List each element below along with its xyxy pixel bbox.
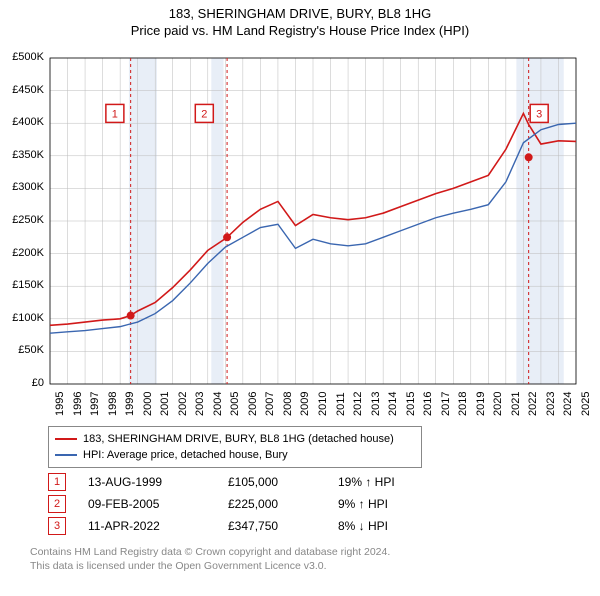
- legend-label-1: 183, SHERINGHAM DRIVE, BURY, BL8 1HG (de…: [83, 433, 394, 445]
- x-tick-label: 2019: [475, 392, 487, 416]
- x-tick-label: 2000: [142, 392, 154, 416]
- y-tick-label: £200K: [4, 247, 44, 259]
- x-tick-label: 2006: [247, 392, 259, 416]
- table-row: 3 11-APR-2022£347,7508% ↓ HPI: [48, 515, 458, 537]
- x-tick-label: 2021: [510, 392, 522, 416]
- event-price: £225,000: [228, 497, 338, 511]
- y-tick-label: £300K: [4, 181, 44, 193]
- x-tick-label: 2023: [545, 392, 557, 416]
- chart-svg: 1 2 3: [48, 56, 578, 386]
- chart-plot-area: 1 2 3: [48, 56, 578, 386]
- y-tick-label: £100K: [4, 312, 44, 324]
- table-row: 1 13-AUG-1999£105,00019% ↑ HPI: [48, 471, 458, 493]
- event-price: £347,750: [228, 519, 338, 533]
- x-tick-label: 2005: [229, 392, 241, 416]
- event-hpi: 19% ↑ HPI: [338, 475, 458, 489]
- x-tick-label: 2004: [212, 392, 224, 416]
- x-tick-label: 2017: [440, 392, 452, 416]
- y-tick-label: £500K: [4, 51, 44, 63]
- x-tick-label: 1996: [72, 392, 84, 416]
- chart-title-line1: 183, SHERINGHAM DRIVE, BURY, BL8 1HG: [0, 6, 600, 21]
- event-marker-1: 1: [48, 473, 66, 491]
- x-tick-label: 2016: [422, 392, 434, 416]
- x-tick-label: 2011: [335, 392, 347, 416]
- svg-text:3: 3: [536, 108, 542, 120]
- x-tick-label: 2014: [387, 392, 399, 416]
- x-tick-label: 2013: [370, 392, 382, 416]
- footer-attribution: Contains HM Land Registry data © Crown c…: [30, 546, 390, 573]
- y-tick-label: £450K: [4, 84, 44, 96]
- x-tick-label: 2018: [457, 392, 469, 416]
- y-tick-label: £150K: [4, 279, 44, 291]
- x-tick-label: 1997: [89, 392, 101, 416]
- table-row: 2 09-FEB-2005£225,0009% ↑ HPI: [48, 493, 458, 515]
- y-tick-label: £50K: [4, 344, 44, 356]
- x-tick-label: 2012: [352, 392, 364, 416]
- footer-line-1: Contains HM Land Registry data © Crown c…: [30, 546, 390, 560]
- x-tick-label: 2002: [177, 392, 189, 416]
- y-tick-label: £250K: [4, 214, 44, 226]
- x-tick-label: 1999: [124, 392, 136, 416]
- x-tick-label: 2015: [405, 392, 417, 416]
- event-hpi: 8% ↓ HPI: [338, 519, 458, 533]
- x-tick-label: 2025: [580, 392, 592, 416]
- event-date: 11-APR-2022: [88, 519, 228, 533]
- svg-text:2: 2: [201, 108, 207, 120]
- x-tick-label: 2020: [492, 392, 504, 416]
- chart-container: 183, SHERINGHAM DRIVE, BURY, BL8 1HG Pri…: [0, 6, 600, 596]
- event-date: 09-FEB-2005: [88, 497, 228, 511]
- legend-swatch-1: [55, 438, 77, 440]
- x-tick-label: 1998: [107, 392, 119, 416]
- event-marker-2: 2: [48, 495, 66, 513]
- x-tick-label: 1995: [54, 392, 66, 416]
- y-tick-label: £0: [4, 377, 44, 389]
- x-tick-label: 2003: [194, 392, 206, 416]
- x-tick-label: 2010: [317, 392, 329, 416]
- x-tick-label: 2024: [562, 392, 574, 416]
- legend-row-1: 183, SHERINGHAM DRIVE, BURY, BL8 1HG (de…: [55, 431, 415, 447]
- events-table: 1 13-AUG-1999£105,00019% ↑ HPI 2 09-FEB-200…: [48, 471, 458, 537]
- legend-row-2: HPI: Average price, detached house, Bury: [55, 447, 415, 463]
- x-tick-label: 2001: [159, 392, 171, 416]
- x-tick-label: 2007: [264, 392, 276, 416]
- legend-label-2: HPI: Average price, detached house, Bury: [83, 449, 288, 461]
- legend: 183, SHERINGHAM DRIVE, BURY, BL8 1HG (de…: [48, 426, 422, 468]
- x-tick-label: 2009: [299, 392, 311, 416]
- event-date: 13-AUG-1999: [88, 475, 228, 489]
- event-marker-3: 3: [48, 517, 66, 535]
- legend-swatch-2: [55, 454, 77, 456]
- y-tick-label: £350K: [4, 149, 44, 161]
- y-tick-label: £400K: [4, 116, 44, 128]
- x-tick-label: 2008: [282, 392, 294, 416]
- event-price: £105,000: [228, 475, 338, 489]
- footer-line-2: This data is licensed under the Open Gov…: [30, 560, 390, 574]
- chart-title-line2: Price paid vs. HM Land Registry's House …: [0, 23, 600, 38]
- event-hpi: 9% ↑ HPI: [338, 497, 458, 511]
- svg-text:1: 1: [112, 108, 118, 120]
- x-tick-label: 2022: [527, 392, 539, 416]
